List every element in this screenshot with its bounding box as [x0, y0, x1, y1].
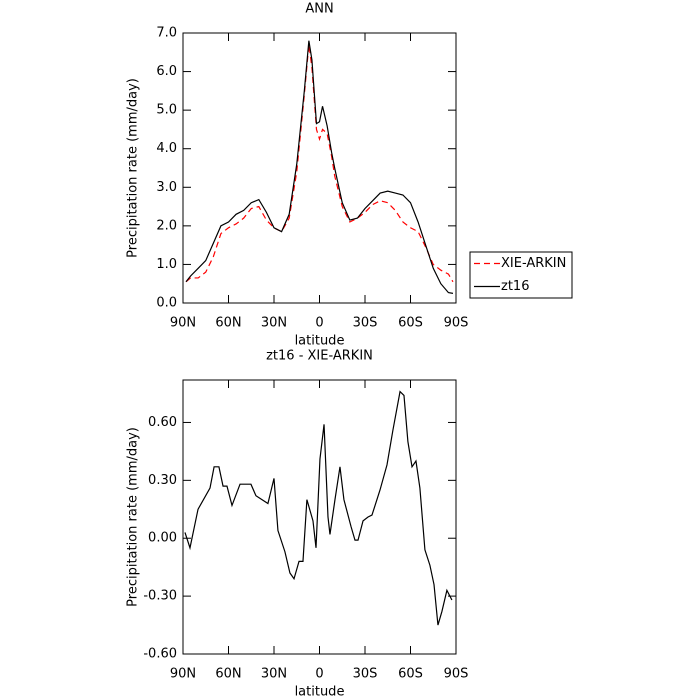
y-tick-label: 0.00: [148, 531, 177, 546]
y-axis-label: Precipitation rate (mm/day): [126, 78, 141, 258]
x-tick-label: 0: [315, 316, 323, 331]
x-tick-label: 30N: [261, 667, 287, 682]
x-tick-label: 30S: [353, 316, 378, 331]
x-axis-label: latitude: [295, 334, 345, 349]
x-tick-label: 30S: [353, 667, 378, 682]
data-line: [185, 40, 454, 294]
chart-title: zt16 - XIE-ARKIN: [266, 349, 373, 364]
chart-title: ANN: [305, 2, 333, 17]
x-tick-label: 90N: [170, 667, 196, 682]
y-tick-label: -0.30: [143, 589, 177, 604]
y-axis-label: Precipitation rate (mm/day): [126, 427, 141, 607]
x-tick-label: 90N: [170, 316, 196, 331]
x-tick-label: 30N: [261, 316, 287, 331]
plot-frame: [182, 379, 457, 655]
y-tick-label: 4.0: [156, 141, 177, 156]
y-tick-label: 5.0: [156, 103, 177, 118]
x-tick-label: 60S: [398, 316, 423, 331]
y-tick-label: 6.0: [156, 64, 177, 79]
y-tick-label: 0.0: [156, 296, 177, 311]
y-tick-label: 3.0: [156, 180, 177, 195]
data-line: [184, 390, 453, 626]
x-tick-label: 60N: [215, 316, 241, 331]
x-axis-label: latitude: [295, 685, 345, 700]
y-tick-label: -0.60: [143, 647, 177, 662]
x-tick-label: 90S: [444, 316, 469, 331]
legend-label: XIE-ARKIN: [501, 256, 566, 271]
legend-box: [469, 251, 573, 299]
y-tick-label: 2.0: [156, 218, 177, 233]
data-line: [185, 44, 454, 283]
x-tick-label: 0: [315, 667, 323, 682]
y-tick-label: 1.0: [156, 257, 177, 272]
plot-frame: [182, 32, 457, 304]
legend-label: zt16: [501, 279, 529, 294]
y-tick-label: 0.30: [148, 473, 177, 488]
y-tick-label: 0.60: [148, 415, 177, 430]
x-tick-label: 60S: [398, 667, 423, 682]
x-tick-label: 90S: [444, 667, 469, 682]
x-tick-label: 60N: [215, 667, 241, 682]
y-tick-label: 7.0: [156, 26, 177, 41]
